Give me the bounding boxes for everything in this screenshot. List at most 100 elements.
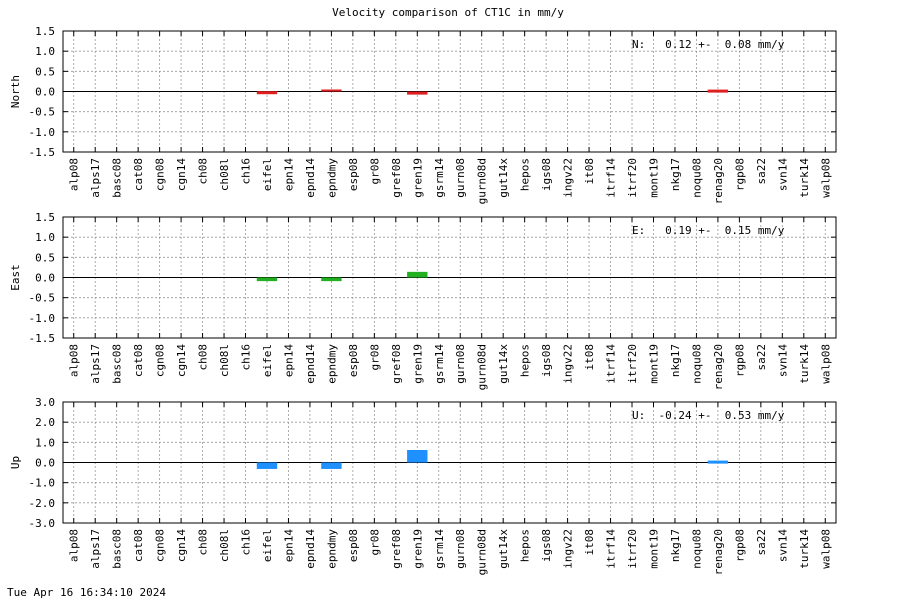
x-tick-label: walp08: [819, 344, 832, 384]
x-tick-label: alp08: [68, 344, 81, 377]
y-tick-label: -0.5: [29, 292, 56, 305]
y-tick-label: -3.0: [29, 517, 56, 530]
chart-panels: 1.5 1.0 0.5 0.0 -0.5 -1.0 -1.5 alp08 alps17 basc0…: [9, 25, 837, 575]
y-tick-label: -1.5: [29, 146, 56, 159]
x-tick-label: svn14: [776, 344, 789, 377]
x-tick-label: cgn14: [175, 158, 188, 191]
x-tick-label: gurn08: [454, 529, 467, 569]
x-tick-label: gref08: [390, 529, 403, 569]
x-tick-label: turk14: [798, 344, 811, 384]
x-tick-label: noqu08: [690, 158, 703, 198]
x-tick-label: epn14: [282, 158, 295, 191]
x-tick-label: svn14: [776, 158, 789, 191]
timestamp: Tue Apr 16 16:34:10 2024: [7, 586, 166, 599]
y-tick-label: 0.0: [35, 272, 55, 285]
x-tick-label: gref08: [390, 158, 403, 198]
x-tick-label: gref08: [390, 344, 403, 384]
plot-frame: [62, 216, 837, 339]
x-tick-label: renag20: [712, 158, 725, 204]
x-tick-label: turk14: [798, 529, 811, 569]
x-tick-label: gren19: [411, 158, 424, 198]
summary-annotation: U: -0.24 +- 0.53 mm/y: [632, 409, 785, 422]
x-tick-label: sa22: [755, 158, 768, 185]
x-tick-label: igs08: [540, 344, 553, 377]
x-tick-label: itrf14: [605, 158, 618, 198]
x-tick-label: igs08: [540, 529, 553, 562]
y-tick-label: 1.0: [35, 45, 55, 58]
x-tick-label: mont19: [647, 529, 660, 569]
plot-frame: [62, 30, 837, 153]
y-tick-label: 0.0: [35, 86, 55, 99]
x-tick-label: sa22: [755, 344, 768, 371]
x-tick-label: gsrm14: [433, 344, 446, 384]
summary-annotation: N: 0.12 +- 0.08 mm/y: [632, 38, 785, 51]
y-tick-label: -1.0: [29, 126, 56, 139]
x-tick-label: cgn08: [154, 344, 167, 377]
y-tick-label: 0.5: [35, 251, 55, 264]
x-tick-label: gr08: [368, 158, 381, 185]
x-tick-label: gr08: [368, 344, 381, 371]
x-tick-label: epndmy: [325, 158, 338, 198]
x-tick-label: gurn08: [454, 158, 467, 198]
x-tick-label: alp08: [68, 529, 81, 562]
bar-epndmy: [321, 277, 342, 282]
y-tick-label: -1.5: [29, 332, 56, 345]
summary-annotation: E: 0.19 +- 0.15 mm/y: [632, 224, 785, 237]
x-tick-label: epn14: [282, 529, 295, 562]
x-tick-label: gurn08d: [476, 529, 489, 575]
x-tick-label: ch08: [197, 158, 210, 185]
y-tick-label: 1.5: [35, 211, 55, 224]
x-tick-label: basc08: [111, 529, 124, 569]
x-tick-label: gut14x: [497, 158, 510, 198]
x-tick-label: esp08: [347, 158, 360, 191]
y-tick-label: 0.5: [35, 65, 55, 78]
x-tick-label: gurn08d: [476, 344, 489, 390]
y-tick-label: 1.5: [35, 25, 55, 38]
y-tick-label: -1.0: [29, 477, 56, 490]
x-tick-label: rgp08: [733, 344, 746, 377]
x-tick-label: hepos: [519, 344, 532, 377]
y-tick-label: 2.0: [35, 416, 55, 429]
x-tick-label: ch08: [197, 529, 210, 556]
bar-epndmy: [321, 89, 342, 92]
panel-up: 3.0 2.0 1.0 0.0 -1.0 -2.0 -3.0 alp08 alps17 basc0…: [9, 396, 837, 575]
x-tick-label: ch16: [240, 158, 253, 185]
x-tick-label: nkg17: [669, 344, 682, 377]
x-tick-label: esp08: [347, 344, 360, 377]
x-tick-label: gren19: [411, 344, 424, 384]
x-tick-label: nkg17: [669, 158, 682, 191]
x-tick-label: alps17: [89, 158, 102, 198]
bar-eifel: [256, 277, 278, 282]
x-tick-label: epnd14: [304, 158, 317, 198]
x-tick-label: svn14: [776, 529, 789, 562]
bar-gren19: [407, 271, 428, 278]
x-tick-label: hepos: [519, 529, 532, 562]
x-tick-label: cat08: [132, 529, 145, 562]
y-tick-label: 3.0: [35, 396, 55, 409]
x-tick-label: cgn14: [175, 344, 188, 377]
x-tick-label: eifel: [261, 158, 274, 191]
x-tick-label: rgp08: [733, 529, 746, 562]
x-tick-label: alp08: [68, 158, 81, 191]
x-tick-label: igs08: [540, 158, 553, 191]
x-tick-label: cat08: [132, 158, 145, 191]
x-tick-label: alps17: [89, 344, 102, 384]
x-tick-label: walp08: [819, 529, 832, 569]
x-tick-label: eifel: [261, 529, 274, 562]
bar-gren19: [407, 91, 428, 95]
panel-east: 1.5 1.0 0.5 0.0 -0.5 -1.0 -1.5 alp08 alps17 basc0…: [9, 211, 837, 390]
x-tick-label: epn14: [282, 344, 295, 377]
x-tick-label: epnd14: [304, 529, 317, 569]
x-tick-label: basc08: [111, 158, 124, 198]
y-tick-label: 0.0: [35, 457, 55, 470]
x-tick-label: ch16: [240, 344, 253, 371]
y-tick-label: -0.5: [29, 106, 56, 119]
x-tick-label: gut14x: [497, 529, 510, 569]
x-tick-label: ingv22: [562, 158, 575, 198]
y-tick-label: 1.0: [35, 436, 55, 449]
x-tick-label: cgn14: [175, 529, 188, 562]
x-tick-label: gurn08: [454, 344, 467, 384]
x-tick-label: ch08l: [218, 344, 231, 377]
bar-renag20: [707, 89, 729, 93]
